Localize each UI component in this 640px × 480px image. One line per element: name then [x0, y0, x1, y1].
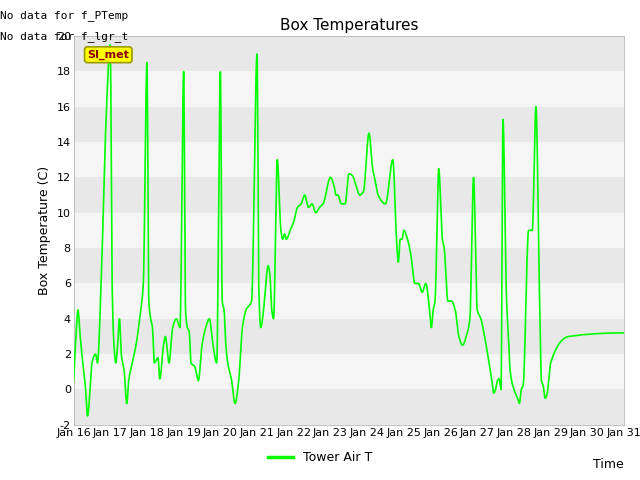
- Text: Time: Time: [593, 458, 624, 471]
- Bar: [74, 283, 624, 319]
- Text: No data for f_PTemp: No data for f_PTemp: [0, 10, 128, 21]
- Bar: [74, 319, 624, 354]
- Bar: [74, 248, 624, 283]
- Bar: [74, 354, 624, 389]
- Bar: [74, 142, 624, 178]
- Bar: [74, 178, 624, 213]
- Text: No data for f_lgr_t: No data for f_lgr_t: [0, 31, 128, 42]
- Bar: [74, 213, 624, 248]
- Bar: [74, 72, 624, 107]
- Title: Box Temperatures: Box Temperatures: [280, 18, 418, 34]
- Bar: [74, 107, 624, 142]
- Y-axis label: Box Temperature (C): Box Temperature (C): [38, 166, 51, 295]
- Bar: [74, 389, 624, 425]
- Text: SI_met: SI_met: [88, 49, 129, 60]
- Legend: Tower Air T: Tower Air T: [263, 446, 377, 469]
- Bar: [74, 36, 624, 72]
